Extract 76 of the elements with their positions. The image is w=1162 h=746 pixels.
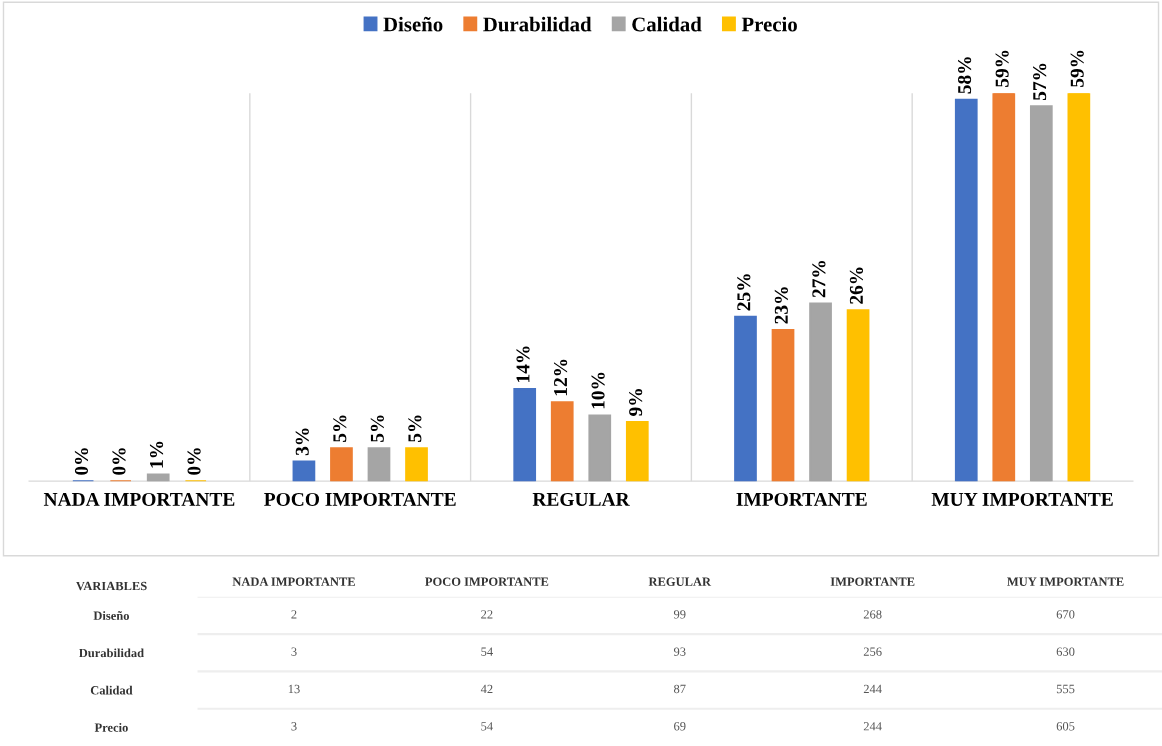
data-label: 244 [863, 722, 882, 731]
data-label: 9% [629, 389, 643, 416]
y-tick-label: Precio [94, 723, 128, 732]
data-label: 42 [480, 684, 493, 694]
data-label: 256 [863, 647, 882, 656]
bar [330, 447, 353, 482]
bar [146, 473, 170, 482]
data-label: 22 [481, 610, 493, 619]
data-label: 630 [1056, 647, 1075, 656]
bar [588, 414, 612, 482]
data-label: 87 [674, 684, 686, 694]
legend-label: Precio [741, 16, 797, 32]
data-label: 27% [812, 261, 826, 298]
x-tick-label: NADA IMPORTANTE [43, 492, 235, 506]
bar [992, 93, 1016, 482]
bar [367, 447, 391, 482]
y-tick-label: Durabilidad [79, 648, 144, 658]
data-label: 13 [288, 684, 300, 694]
x-tick-label: MUY IMPORTANTE [931, 492, 1113, 506]
data-label: 12% [553, 359, 568, 396]
data-label: 59% [995, 50, 1009, 87]
bar [809, 302, 832, 482]
data-label: 1% [149, 441, 164, 468]
data-label: 0% [112, 448, 126, 475]
data-label: 3 [291, 647, 297, 656]
data-label: 3% [295, 428, 309, 456]
data-label: 670 [1056, 610, 1075, 619]
data-label: 54 [481, 722, 493, 731]
data-label: 23% [774, 287, 788, 324]
data-label: 14% [516, 346, 530, 383]
data-label: 244 [863, 684, 882, 694]
bar [771, 328, 795, 482]
bar [405, 447, 428, 482]
bar [1029, 105, 1053, 482]
data-label: 93 [673, 647, 686, 656]
data-label: 0% [187, 448, 201, 475]
data-label: 605 [1056, 722, 1075, 731]
data-label: 10% [591, 372, 605, 409]
data-label: 5% [370, 415, 384, 442]
x-tick-label: NADA IMPORTANTE [232, 577, 355, 586]
x-tick-label: POCO IMPORTANTE [264, 492, 456, 506]
data-label: 54 [481, 647, 493, 656]
x-tick-label: POCO IMPORTANTE [425, 577, 549, 586]
bar [1067, 93, 1091, 482]
x-tick-label: REGULAR [532, 492, 630, 506]
data-label: 3 [291, 722, 297, 731]
data-label: 268 [863, 610, 882, 619]
bar [954, 98, 978, 482]
bar [292, 460, 316, 482]
data-label: 5% [333, 415, 347, 442]
data-label: 555 [1056, 684, 1075, 694]
x-tick-label: IMPORTANTE [736, 492, 867, 506]
data-label: 26% [849, 267, 864, 304]
data-label: 69 [674, 722, 686, 731]
legend-label: Calidad [632, 16, 702, 32]
data-label: 57% [1033, 63, 1047, 101]
bar [513, 388, 537, 482]
y-tick-label: Calidad [90, 685, 133, 695]
data-label: 25% [737, 274, 751, 311]
bar [625, 420, 649, 482]
x-tick-label: IMPORTANTE [830, 577, 915, 586]
bar [734, 315, 757, 482]
x-tick-label: MUY IMPORTANTE [1007, 577, 1124, 586]
y-tick-label: Diseño [93, 611, 130, 620]
data-label: 2 [291, 610, 297, 619]
data-label: 5% [408, 415, 422, 442]
legend-label: Diseño [383, 16, 443, 32]
bar [550, 401, 574, 482]
data-label: 59% [1070, 50, 1084, 87]
y-axis-title: VARIABLES [76, 581, 147, 591]
bar [846, 309, 870, 482]
legend-label: Durabilidad [483, 16, 592, 32]
data-label: 0% [74, 448, 89, 475]
x-tick-label: REGULAR [648, 577, 712, 586]
data-label: 58% [958, 57, 972, 94]
data-label: 99 [673, 610, 686, 619]
